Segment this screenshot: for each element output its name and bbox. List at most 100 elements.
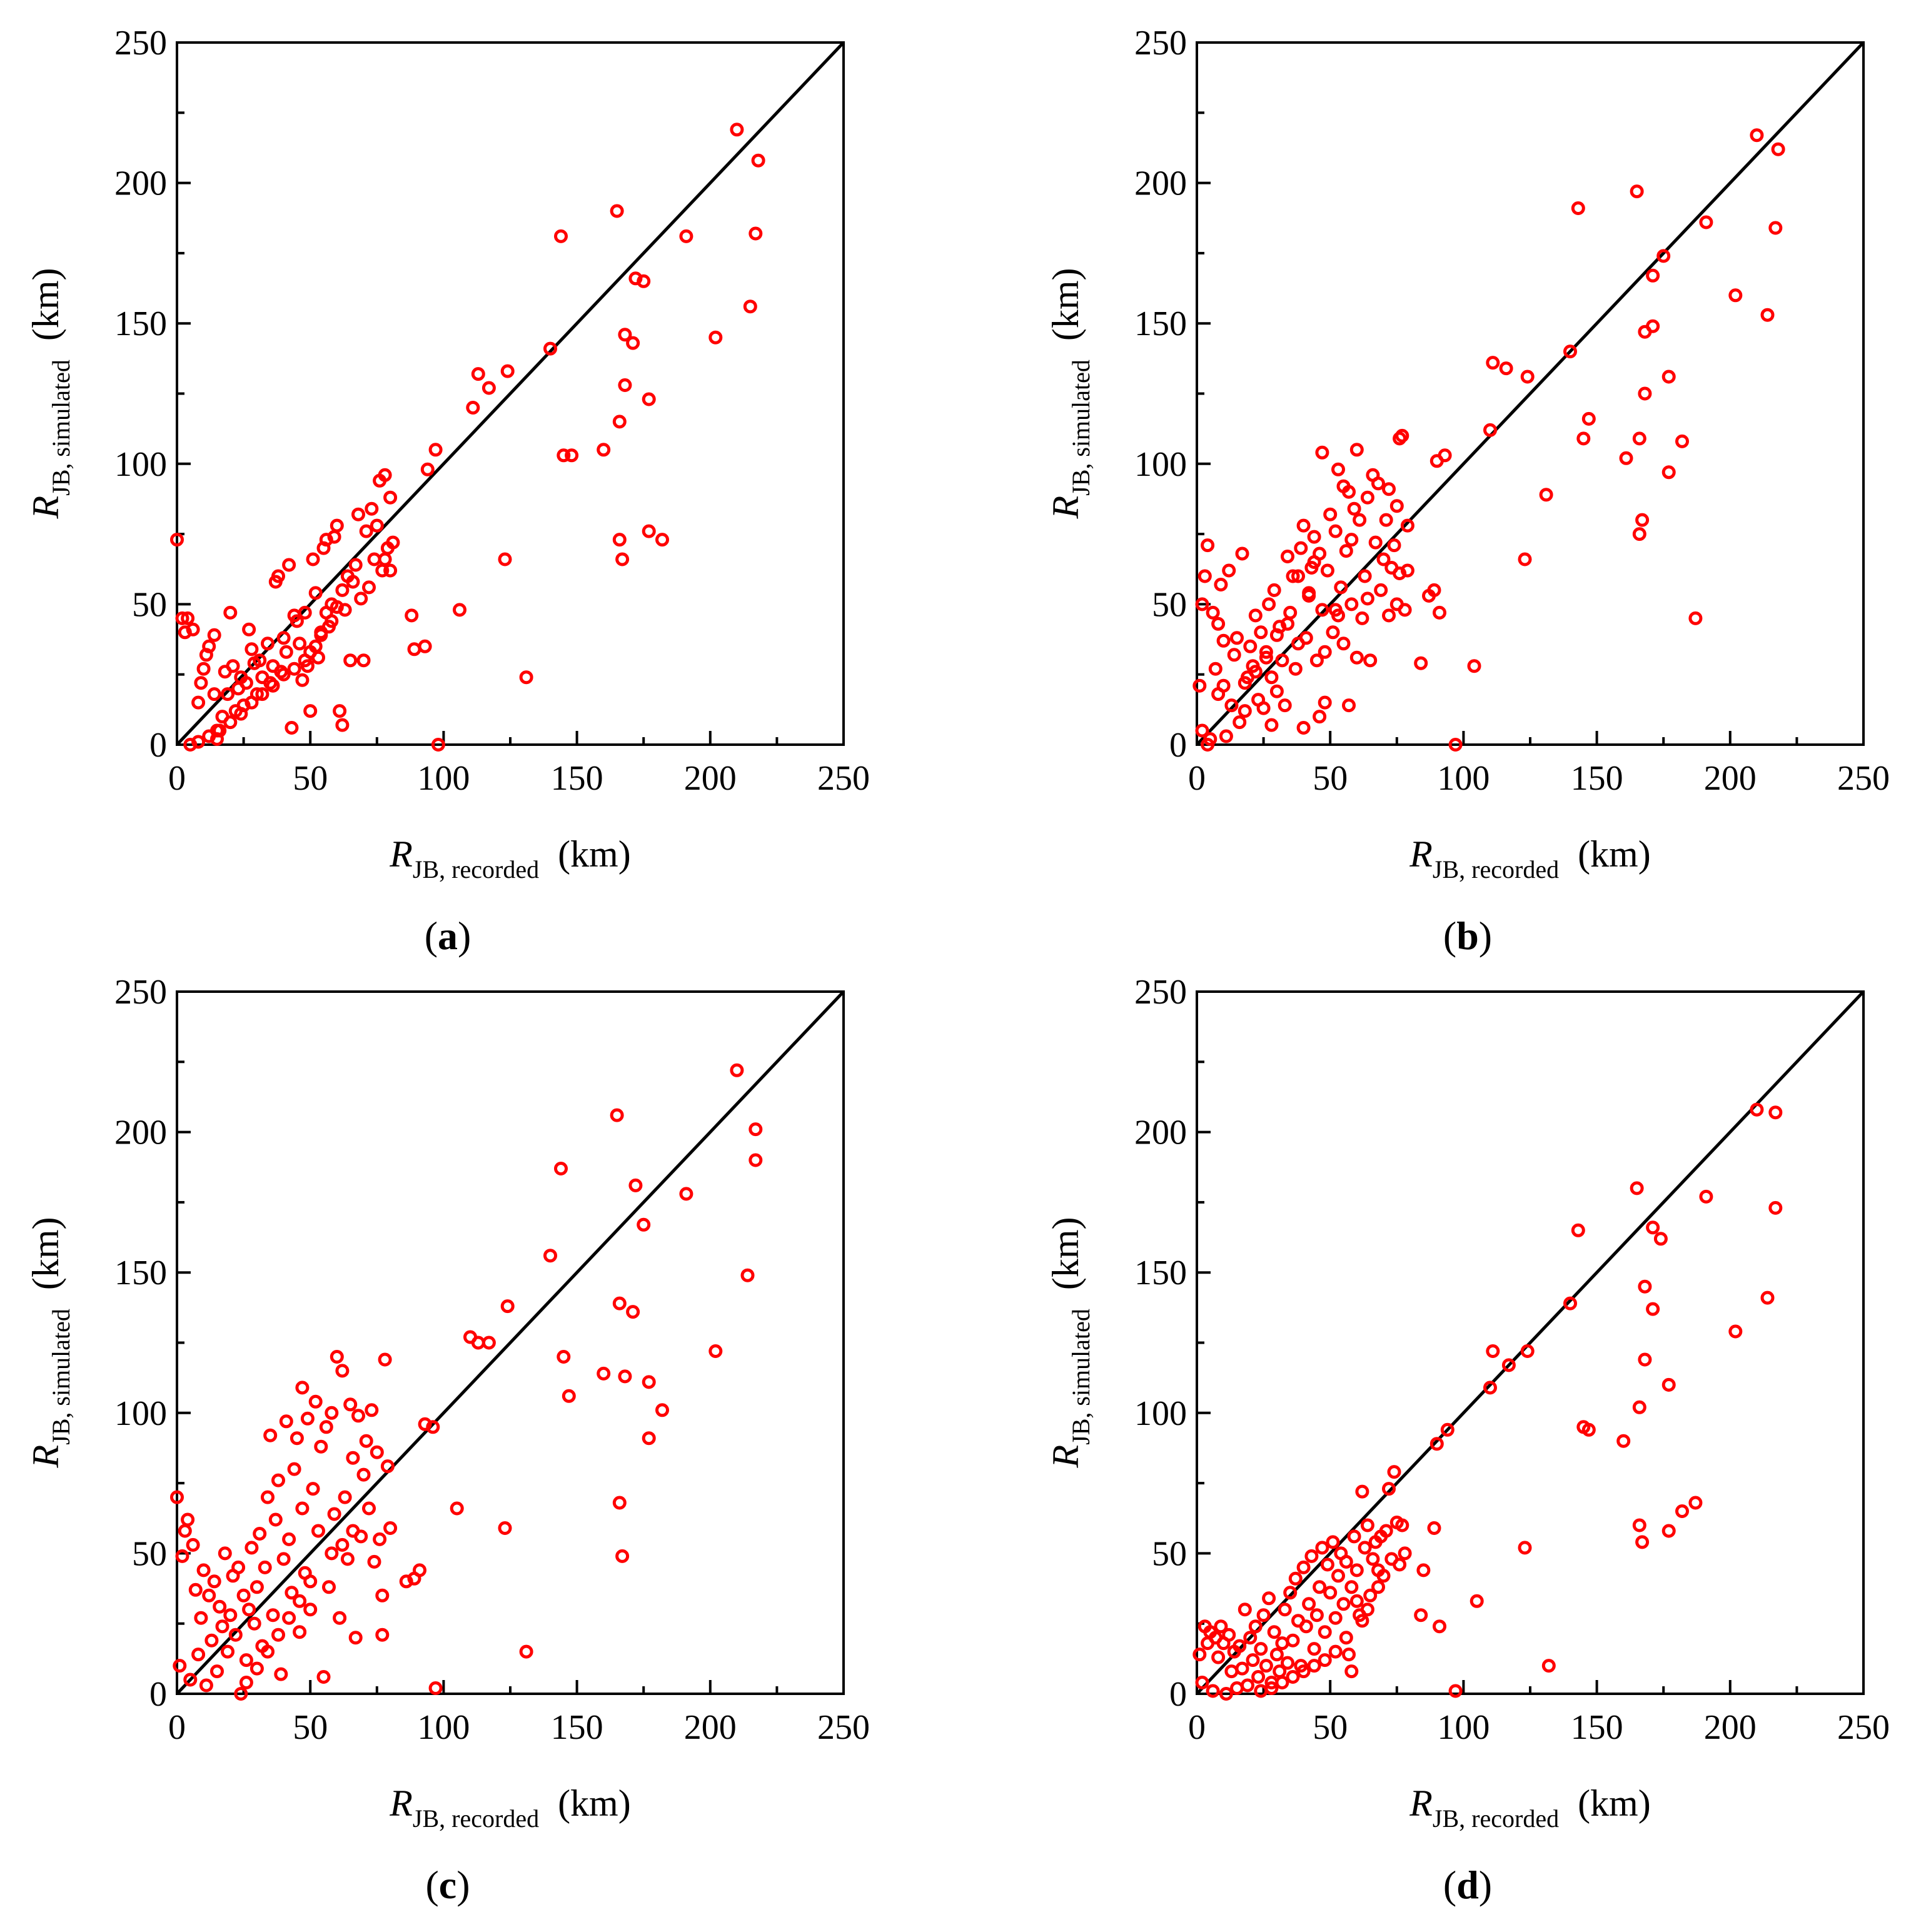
data-point (367, 552, 381, 566)
data-point (1395, 1518, 1409, 1532)
data-point (343, 653, 358, 668)
y-tick-label: 0 (149, 1675, 167, 1714)
data-point (279, 1414, 293, 1429)
data-point (500, 364, 515, 378)
data-point (250, 1661, 264, 1676)
data-point (362, 1501, 376, 1516)
data-point (242, 1602, 256, 1617)
data-point (1264, 670, 1279, 685)
data-point (730, 1063, 744, 1077)
data-point (175, 611, 189, 625)
data-point (370, 1445, 384, 1459)
x-tick-label: 100 (417, 759, 470, 798)
data-point (1195, 723, 1209, 738)
data-point (1214, 578, 1228, 591)
data-point (170, 533, 184, 547)
data-point (1344, 597, 1359, 611)
data-point (295, 1501, 310, 1516)
data-point (365, 1403, 379, 1417)
data-point (1486, 356, 1500, 370)
panel-label: (d) (1443, 1863, 1492, 1907)
data-point (1238, 1602, 1252, 1617)
y-tick-label: 200 (1134, 164, 1187, 203)
data-point (261, 1644, 275, 1659)
data-point (1414, 656, 1428, 670)
data-point (1336, 1597, 1351, 1611)
data-point (1382, 482, 1396, 496)
data-point (1286, 1670, 1300, 1684)
data-point (1248, 608, 1263, 623)
data-point (1331, 462, 1345, 476)
data-point (199, 1678, 213, 1693)
data-point (183, 738, 198, 752)
y-tick-label: 0 (149, 726, 167, 765)
data-point (348, 558, 363, 572)
scatter-panel-c: 0 50 100 150 200 250 0 50 100 150 200 25… (25, 973, 870, 1907)
reference-line-layer (1196, 41, 1865, 746)
data-point (1318, 1625, 1332, 1639)
data-point (749, 1153, 763, 1167)
data-point (1382, 608, 1396, 623)
data-point (383, 490, 398, 505)
data-point (191, 1648, 206, 1662)
data-point (1192, 1648, 1207, 1662)
data-point (1328, 1644, 1343, 1659)
data-point (175, 1549, 189, 1563)
data-point (642, 524, 656, 538)
data-point (1360, 490, 1374, 505)
data-point (335, 1537, 350, 1552)
data-point (498, 1521, 512, 1535)
data-point (1313, 1580, 1327, 1594)
data-point (1750, 128, 1764, 143)
data-point (295, 673, 310, 687)
axis-ticks (176, 41, 845, 746)
data-point (1320, 1557, 1334, 1572)
data-point (338, 1490, 352, 1504)
axis-ticks (1196, 41, 1865, 746)
data-point (1296, 1664, 1311, 1679)
data-point (346, 1524, 360, 1538)
data-point (1197, 569, 1212, 583)
data-point (1400, 563, 1414, 578)
data-point (370, 518, 384, 533)
data-point (375, 1628, 390, 1642)
data-point (1440, 1422, 1455, 1437)
data-point (1576, 431, 1591, 446)
data-point (1313, 710, 1327, 724)
data-point (1728, 1324, 1743, 1339)
data-point (298, 653, 312, 668)
data-point (612, 1496, 627, 1510)
data-point (1339, 544, 1353, 558)
data-point (276, 667, 291, 682)
data-point (1269, 684, 1284, 698)
data-point (1307, 555, 1321, 569)
data-point (1254, 1684, 1268, 1698)
data-point (1195, 597, 1209, 611)
y-tick-label: 200 (114, 164, 167, 203)
data-point (1344, 533, 1359, 547)
data-point (1342, 485, 1356, 499)
data-point (1347, 1529, 1361, 1544)
data-point (554, 1162, 568, 1175)
data-point (1281, 550, 1294, 563)
data-point (1379, 1524, 1393, 1538)
x-axis-label: RJB, recorded (km) (389, 1783, 630, 1833)
data-point (1616, 1434, 1631, 1448)
data-point (1638, 1352, 1652, 1367)
data-point (330, 600, 344, 614)
data-point (308, 1394, 323, 1409)
data-point (255, 687, 270, 702)
data-point (1433, 1619, 1446, 1634)
data-point (236, 1588, 251, 1602)
x-tick-label: 250 (817, 759, 870, 798)
data-point (1632, 1518, 1646, 1532)
data-point (303, 704, 318, 718)
scatter-panel-d: 0 50 100 150 200 250 0 50 100 150 200 25… (1045, 973, 1890, 1907)
data-point (1416, 1563, 1431, 1577)
y-tick-label: 250 (114, 973, 167, 1012)
x-tick-label: 250 (1837, 1708, 1890, 1747)
y-tick-labels: 0 50 100 150 200 250 (1134, 973, 1187, 1714)
data-point (1286, 1633, 1300, 1648)
y-tick-label: 100 (1134, 1394, 1187, 1433)
data-point (1208, 662, 1223, 676)
